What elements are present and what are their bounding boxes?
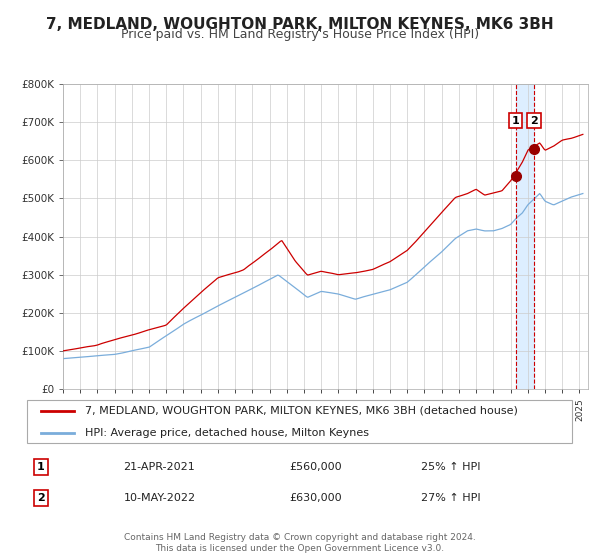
Text: This data is licensed under the Open Government Licence v3.0.: This data is licensed under the Open Gov…	[155, 544, 445, 553]
Text: 10-MAY-2022: 10-MAY-2022	[124, 493, 196, 503]
Text: £630,000: £630,000	[289, 493, 341, 503]
Text: 7, MEDLAND, WOUGHTON PARK, MILTON KEYNES, MK6 3BH (detached house): 7, MEDLAND, WOUGHTON PARK, MILTON KEYNES…	[85, 406, 518, 416]
Text: 7, MEDLAND, WOUGHTON PARK, MILTON KEYNES, MK6 3BH: 7, MEDLAND, WOUGHTON PARK, MILTON KEYNES…	[46, 17, 554, 32]
FancyBboxPatch shape	[27, 400, 572, 443]
Text: HPI: Average price, detached house, Milton Keynes: HPI: Average price, detached house, Milt…	[85, 428, 369, 438]
Text: 21-APR-2021: 21-APR-2021	[124, 462, 195, 472]
Text: 2: 2	[37, 493, 44, 503]
Text: Contains HM Land Registry data © Crown copyright and database right 2024.: Contains HM Land Registry data © Crown c…	[124, 533, 476, 542]
Text: 1: 1	[37, 462, 44, 472]
Text: 2: 2	[530, 115, 538, 125]
Text: 25% ↑ HPI: 25% ↑ HPI	[421, 462, 481, 472]
Text: Price paid vs. HM Land Registry's House Price Index (HPI): Price paid vs. HM Land Registry's House …	[121, 28, 479, 41]
Text: 1: 1	[512, 115, 520, 125]
Text: 27% ↑ HPI: 27% ↑ HPI	[421, 493, 481, 503]
Text: £560,000: £560,000	[289, 462, 341, 472]
Bar	[516, 84, 534, 389]
